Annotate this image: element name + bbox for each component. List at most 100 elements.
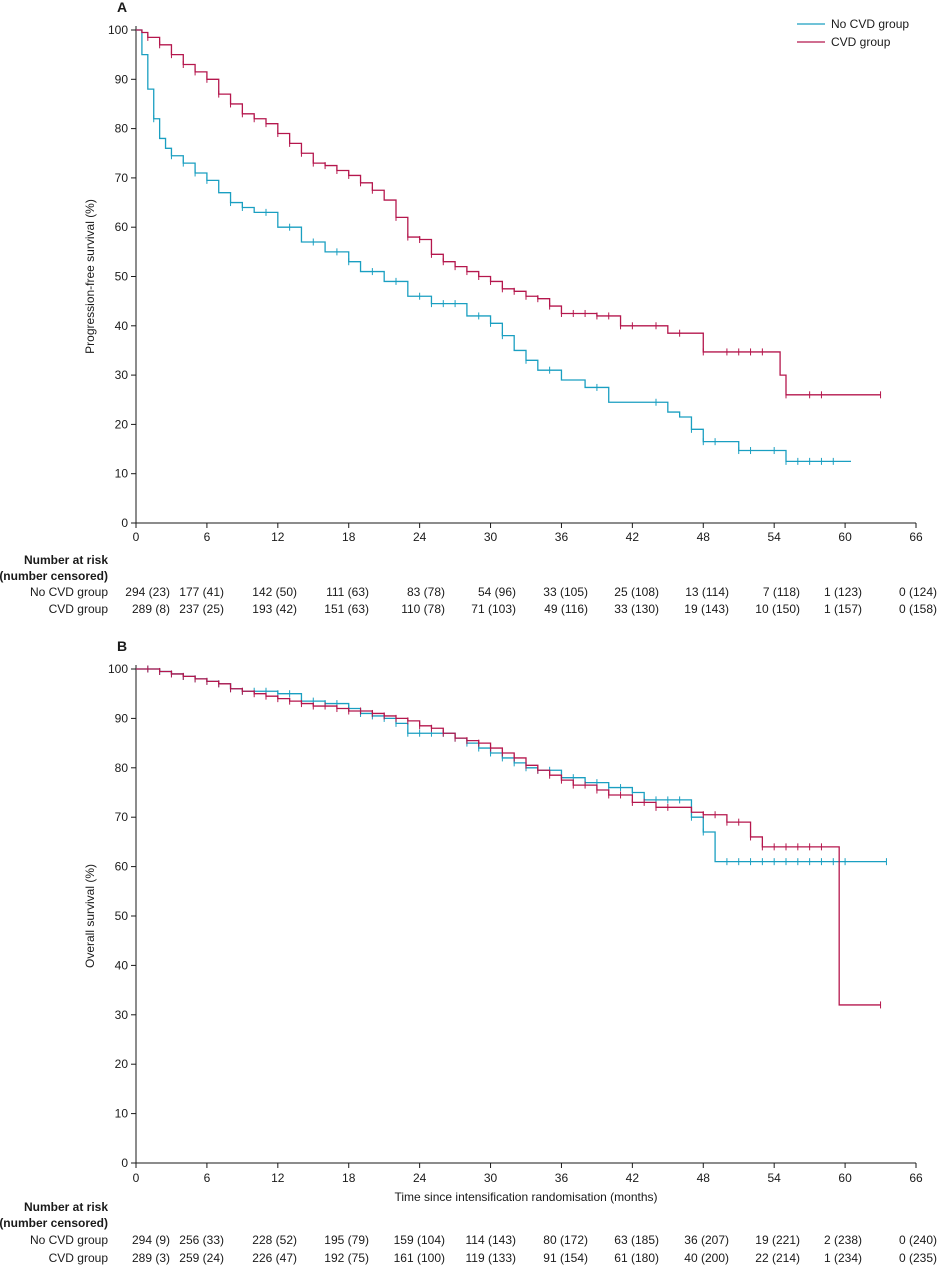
x-tick-label: 54 (768, 530, 782, 544)
risk-cell: 0 (158) (899, 602, 937, 616)
y-tick-label: 80 (115, 122, 129, 136)
risk-row-label: CVD group (49, 1251, 109, 1265)
risk-cell: 294 (9) (132, 1233, 170, 1247)
x-tick-label: 36 (555, 1171, 569, 1185)
risk-cell: 294 (23) (125, 585, 170, 599)
risk-row-label: No CVD group (30, 1233, 108, 1247)
y-tick-label: 60 (115, 220, 129, 234)
risk-cell: 0 (235) (899, 1251, 937, 1265)
risk-cell: 2 (238) (824, 1233, 862, 1247)
x-tick-label: 12 (271, 1171, 285, 1185)
risk-cell: 61 (180) (614, 1251, 659, 1265)
y-tick-label: 50 (115, 270, 129, 284)
risk-cell: 226 (47) (252, 1251, 297, 1265)
x-tick-label: 36 (555, 530, 569, 544)
x-tick-label: 0 (133, 1171, 140, 1185)
risk-cell: 13 (114) (685, 585, 729, 599)
y-tick-label: 60 (115, 860, 129, 874)
risk-cell: 195 (79) (324, 1233, 369, 1247)
y-axis-label: Progression-free survival (%) (83, 199, 97, 354)
risk-cell: 40 (200) (684, 1251, 729, 1265)
y-tick-label: 50 (115, 909, 129, 923)
x-tick-label: 30 (484, 530, 498, 544)
y-tick-label: 80 (115, 761, 129, 775)
risk-cell: 151 (63) (324, 602, 369, 616)
risk-cell: 177 (41) (179, 585, 224, 599)
risk-cell: 0 (240) (899, 1233, 937, 1247)
risk-cell: 80 (172) (543, 1233, 588, 1247)
y-tick-label: 30 (115, 368, 129, 382)
series-line-cvd (136, 29, 881, 396)
risk-table-subheader: (number censored) (0, 569, 108, 583)
y-tick-label: 40 (115, 319, 129, 333)
x-tick-label: 54 (768, 1171, 782, 1185)
risk-cell: 111 (63) (326, 585, 369, 599)
risk-cell: 193 (42) (252, 602, 297, 616)
x-tick-label: 42 (626, 530, 640, 544)
x-tick-label: 18 (342, 530, 356, 544)
risk-cell: 161 (100) (394, 1251, 445, 1265)
x-tick-label: 48 (697, 1171, 711, 1185)
x-tick-label: 42 (626, 1171, 640, 1185)
x-tick-label: 66 (909, 530, 923, 544)
y-tick-label: 70 (115, 810, 129, 824)
risk-cell: 119 (133) (466, 1251, 516, 1265)
legend-label-no-cvd: No CVD group (831, 17, 909, 31)
legend-label-cvd: CVD group (831, 35, 891, 49)
risk-cell: 19 (143) (684, 602, 729, 616)
x-tick-label: 24 (413, 530, 427, 544)
x-tick-label: 6 (204, 1171, 211, 1185)
x-tick-label: 66 (909, 1171, 923, 1185)
risk-table-header: Number at risk (24, 1200, 108, 1214)
risk-cell: 83 (78) (407, 585, 445, 599)
risk-cell: 228 (52) (252, 1233, 297, 1247)
risk-table-subheader: (number censored) (0, 1216, 108, 1230)
x-tick-label: 18 (342, 1171, 356, 1185)
risk-cell: 256 (33) (179, 1233, 224, 1247)
x-tick-label: 24 (413, 1171, 427, 1185)
x-axis-label: Time since intensification randomisation… (395, 1190, 658, 1204)
series-line-cvd (136, 668, 881, 1006)
y-tick-label: 90 (115, 711, 129, 725)
risk-cell: 289 (8) (132, 602, 170, 616)
y-tick-label: 0 (121, 516, 128, 530)
risk-cell: 49 (116) (544, 602, 588, 616)
risk-cell: 25 (108) (614, 585, 659, 599)
y-tick-label: 10 (115, 1107, 129, 1121)
panel-label: B (117, 638, 127, 654)
risk-cell: 33 (130) (614, 602, 659, 616)
x-tick-label: 30 (484, 1171, 498, 1185)
risk-cell: 10 (150) (755, 602, 800, 616)
risk-cell: 63 (185) (614, 1233, 659, 1247)
risk-cell: 110 (78) (401, 602, 445, 616)
risk-cell: 159 (104) (394, 1233, 445, 1247)
risk-table-header: Number at risk (24, 553, 108, 567)
risk-cell: 54 (96) (478, 585, 516, 599)
risk-cell: 114 (143) (466, 1233, 516, 1247)
risk-cell: 71 (103) (471, 602, 516, 616)
risk-cell: 259 (24) (179, 1251, 224, 1265)
y-tick-label: 20 (115, 417, 129, 431)
y-tick-label: 100 (108, 662, 128, 676)
y-axis-label: Overall survival (%) (83, 864, 97, 968)
risk-cell: 1 (234) (824, 1251, 862, 1265)
risk-cell: 19 (221) (755, 1233, 800, 1247)
x-tick-label: 12 (271, 530, 285, 544)
risk-cell: 0 (124) (899, 585, 937, 599)
risk-cell: 33 (105) (543, 585, 588, 599)
x-tick-label: 0 (133, 530, 140, 544)
risk-row-label: CVD group (49, 602, 109, 616)
x-tick-label: 48 (697, 530, 711, 544)
y-tick-label: 10 (115, 467, 129, 481)
y-tick-label: 70 (115, 171, 129, 185)
y-tick-label: 30 (115, 1008, 129, 1022)
x-tick-label: 60 (838, 1171, 852, 1185)
series-line-no_cvd (136, 29, 851, 463)
risk-cell: 7 (118) (763, 585, 800, 599)
y-tick-label: 90 (115, 72, 129, 86)
y-tick-label: 40 (115, 958, 129, 972)
risk-cell: 1 (157) (824, 602, 862, 616)
risk-cell: 1 (123) (824, 585, 862, 599)
y-tick-label: 100 (108, 23, 128, 37)
